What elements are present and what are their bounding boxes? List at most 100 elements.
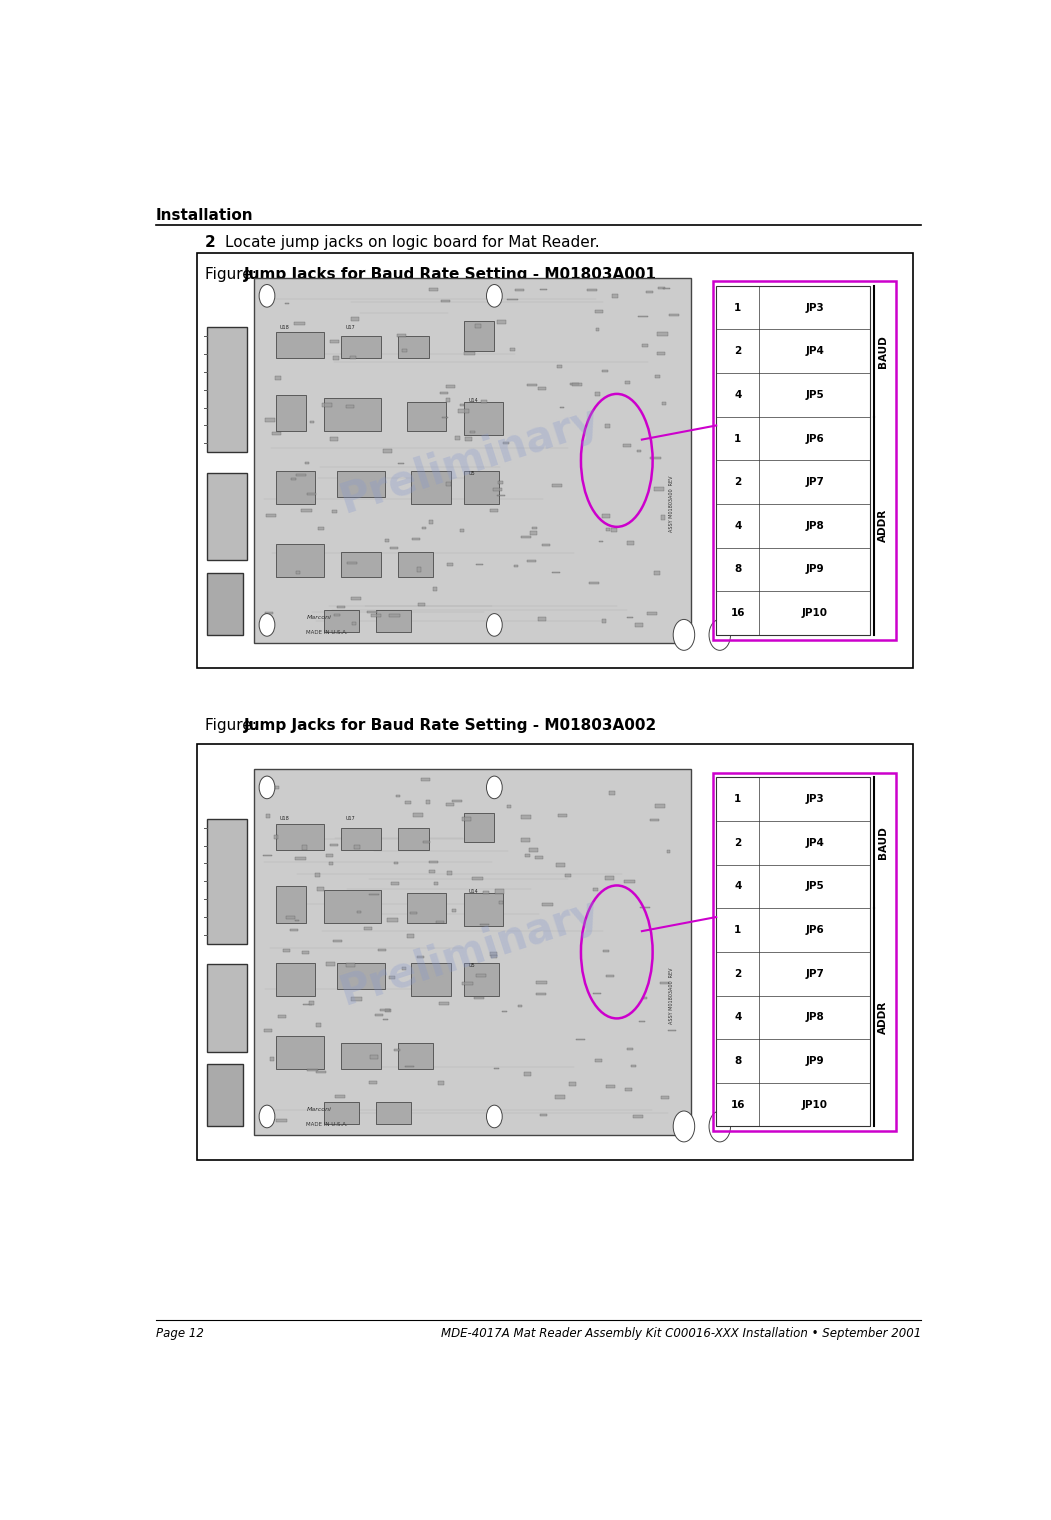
Text: Figure:: Figure: [205,266,262,281]
Bar [324,889,380,923]
Bar [625,382,630,385]
Bar [304,1003,312,1005]
Bar [429,520,433,523]
Bar [436,921,445,923]
Bar [461,816,471,821]
Bar [266,815,270,818]
Bar [640,907,651,909]
Circle shape [260,1105,275,1128]
Bar [602,619,606,623]
Bar [275,333,324,359]
Bar [459,404,463,406]
Bar [558,815,568,818]
Text: U14: U14 [468,398,478,403]
Bar [274,834,279,839]
Bar [452,909,456,912]
Bar [403,350,407,353]
Text: 1: 1 [735,795,741,804]
Bar [447,562,453,565]
Text: U18: U18 [281,325,290,330]
Bar [207,473,247,559]
Bar [275,471,315,505]
Circle shape [487,1105,502,1128]
Bar [593,888,598,891]
Circle shape [709,620,730,651]
Bar [635,623,642,626]
Bar [337,962,385,988]
Bar [337,471,385,497]
Text: U14: U14 [468,889,478,894]
Bar [542,544,550,546]
Bar [463,962,499,996]
Bar [624,880,635,883]
Bar [307,1069,318,1072]
Bar [611,529,617,532]
Bar [275,886,306,923]
Bar [565,874,571,877]
Bar [317,888,324,891]
Bar [342,552,380,578]
Circle shape [674,1111,695,1142]
Bar [638,316,647,318]
Bar [265,613,272,614]
Bar [397,334,406,337]
Bar [329,862,333,865]
Bar [447,385,454,388]
Bar [434,882,438,885]
Bar [655,804,665,809]
Bar [529,848,538,853]
Text: Preliminary: Preliminary [333,398,604,523]
Bar [337,606,345,608]
Text: JP9: JP9 [805,564,824,575]
Bar [536,993,547,996]
Text: 2: 2 [735,968,741,979]
Bar [391,883,398,885]
Bar [603,950,609,952]
Bar [426,800,430,804]
Text: ASSY M01803A00  REV: ASSY M01803A00 REV [668,968,674,1024]
Bar [330,436,337,441]
Bar [528,385,537,386]
Bar [197,745,913,1160]
Text: 8: 8 [735,564,741,575]
Bar [279,1014,286,1017]
Bar [286,915,294,920]
Bar [326,962,334,967]
Bar [364,927,372,930]
Bar [596,310,603,313]
Text: Installation: Installation [156,208,253,223]
Text: 2: 2 [735,477,741,488]
Bar [389,976,395,979]
Text: Figure:: Figure: [205,719,262,734]
Bar [602,514,610,518]
Bar [490,952,497,956]
Bar [538,617,545,622]
Bar [357,912,362,914]
Bar [295,570,301,575]
Bar [290,929,298,930]
Bar [514,565,518,567]
Bar [481,400,487,403]
Bar [521,815,531,819]
Bar [275,395,306,432]
Bar [386,1009,391,1012]
Bar [394,1049,399,1050]
Text: 16: 16 [730,608,745,619]
Bar [421,527,426,529]
Text: U5: U5 [468,962,475,968]
Bar [351,597,360,600]
Bar [557,365,561,368]
Bar [462,982,473,985]
Text: MADE IN U.S.A.: MADE IN U.S.A. [306,631,348,635]
Bar [452,800,461,803]
Bar [330,844,337,847]
Circle shape [260,284,275,307]
Bar [207,1064,243,1126]
Bar [498,482,502,485]
Bar [657,351,665,356]
Bar [342,827,380,850]
Bar [713,772,897,1131]
Bar [526,854,530,857]
Bar [416,567,421,572]
Text: U18: U18 [281,816,290,821]
